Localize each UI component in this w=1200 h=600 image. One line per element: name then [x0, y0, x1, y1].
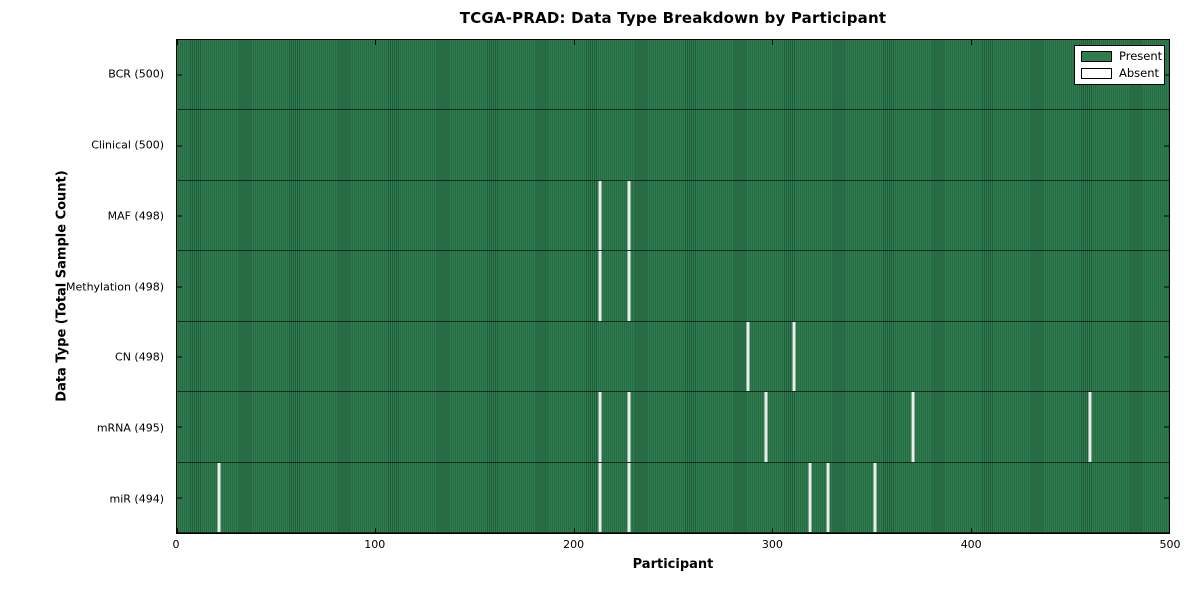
- absent-marker: [746, 321, 750, 392]
- absent-marker: [598, 251, 602, 321]
- y-tick-mark: [177, 286, 182, 287]
- x-tick-mark: [1169, 40, 1170, 45]
- y-tick-label-miR: miR (494): [109, 492, 165, 506]
- x-tick-mark: [375, 528, 377, 533]
- x-tick-label-500: 500: [1159, 538, 1181, 551]
- y-tick-label-mRNA: mRNA (495): [96, 421, 164, 435]
- x-axis-label: Participant: [632, 557, 714, 572]
- absent-marker: [808, 462, 812, 532]
- y-tick-mark: [177, 356, 182, 358]
- x-tick-labels: 0 100 200 300 400 500: [172, 538, 1181, 553]
- x-tick-mark: [970, 40, 972, 45]
- x-tick-mark: [375, 40, 377, 45]
- y-tick-mark: [177, 145, 182, 147]
- absent-marker: [627, 180, 631, 251]
- row-miR: [177, 462, 1169, 533]
- absent-marker: [627, 392, 631, 462]
- x-tick-mark: [1169, 528, 1170, 533]
- row-CN: [177, 321, 1169, 393]
- absent-marker: [1088, 392, 1092, 462]
- x-tick-mark: [573, 40, 575, 45]
- present-swatch-icon: [1081, 51, 1112, 63]
- y-tick-label-Methylation: Methylation (498): [66, 280, 164, 293]
- absent-marker: [627, 251, 631, 321]
- row-mRNA: [177, 392, 1169, 463]
- y-tick-mark: [1164, 497, 1169, 499]
- y-tick-label-BCR: BCR (500): [108, 67, 164, 81]
- absent-marker: [598, 462, 602, 532]
- row-BCR: [177, 40, 1169, 111]
- row-Methylation: [177, 251, 1169, 322]
- legend-label: Absent: [1119, 65, 1160, 80]
- y-tick-mark: [1164, 74, 1169, 76]
- x-tick-label-400: 400: [960, 538, 982, 551]
- y-tick-mark: [177, 74, 182, 76]
- y-tick-mark: [177, 215, 182, 217]
- x-tick-label-200: 200: [563, 538, 585, 551]
- row-MAF: [177, 180, 1169, 252]
- x-tick-label-100: 100: [364, 538, 386, 551]
- x-tick-label-0: 0: [172, 538, 180, 551]
- absent-marker: [217, 462, 221, 532]
- legend-entry-present: Present: [1081, 50, 1162, 63]
- y-tick-mark: [1164, 286, 1169, 287]
- legend-label: Present: [1119, 49, 1163, 63]
- y-tick-mark: [1164, 145, 1169, 147]
- absent-marker: [598, 392, 602, 462]
- x-tick-mark: [177, 40, 178, 45]
- x-tick-mark: [573, 528, 575, 533]
- plot-area: [176, 39, 1170, 534]
- x-tick-mark: [970, 528, 972, 533]
- y-tick-mark: [177, 497, 182, 499]
- absent-marker: [627, 462, 631, 532]
- absent-marker: [598, 180, 602, 251]
- x-tick-label-300: 300: [761, 538, 783, 551]
- y-tick-label-MAF: MAF (498): [107, 209, 164, 223]
- x-tick-mark: [772, 528, 774, 533]
- row-Clinical: [177, 110, 1169, 181]
- legend: Present Absent: [1074, 45, 1165, 85]
- y-tick-labels: BCR (500) Clinical (500) MAF (498) Methylat…: [0, 39, 168, 534]
- absent-marker: [873, 462, 877, 532]
- y-tick-mark: [177, 426, 182, 428]
- absent-swatch-icon: [1081, 67, 1112, 79]
- legend-entry-absent: Absent: [1081, 65, 1160, 80]
- absent-marker: [792, 321, 796, 392]
- absent-marker: [911, 392, 915, 462]
- y-tick-label-Clinical: Clinical (500): [91, 138, 164, 152]
- y-tick-mark: [1164, 426, 1169, 428]
- chart-title: TCGA-PRAD: Data Type Breakdown by Partic…: [459, 9, 887, 27]
- y-tick-mark: [1164, 356, 1169, 358]
- x-tick-mark: [177, 528, 178, 533]
- x-tick-mark: [772, 40, 774, 45]
- absent-marker: [764, 392, 768, 462]
- y-tick-label-CN: CN (498): [115, 350, 164, 364]
- y-tick-mark: [1164, 215, 1169, 217]
- absent-marker: [826, 462, 830, 532]
